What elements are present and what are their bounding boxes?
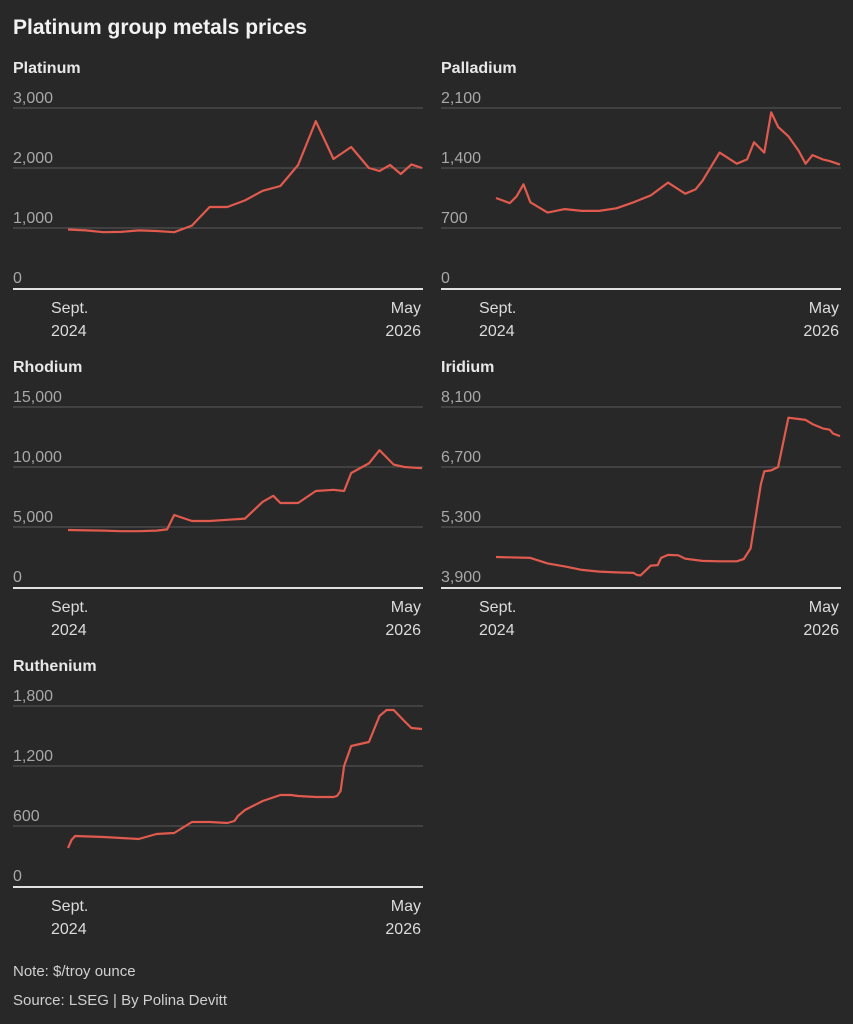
x-tick-end-year: 2026: [385, 921, 421, 938]
y-tick-label: 0: [13, 868, 22, 885]
chart-panel-iridium: Iridium 3,900 5,300 6,700 8,100 Sept. 2024 May…: [441, 359, 851, 649]
x-tick-start-year: 2024: [479, 622, 515, 639]
chart-panel-palladium: Palladium 0 700 1,400 2,100 Sept. 2024 May 2026: [441, 60, 851, 350]
y-tick-label: 0: [441, 270, 450, 287]
x-tick-start-month: Sept.: [51, 599, 88, 616]
y-tick-label: 1,200: [13, 748, 53, 765]
chart-title-rhodium: Rhodium: [13, 359, 83, 376]
chart-rhodium: 0 5,000 10,000 15,000 Sept. 2024 May 2026: [13, 389, 423, 639]
x-tick-end-year: 2026: [385, 323, 421, 340]
chart-panel-rhodium: Rhodium 0 5,000 10,000 15,000 Sept. 2024 May 20…: [13, 359, 423, 649]
x-tick-end-month: May: [809, 599, 839, 616]
x-tick-start-month: Sept.: [51, 898, 88, 915]
series-line-iridium: [495, 416, 841, 577]
y-tick-label: 1,800: [13, 688, 53, 705]
chart-title-palladium: Palladium: [441, 60, 517, 77]
series-line-palladium: [495, 111, 841, 214]
series-line-rhodium: [67, 449, 423, 533]
x-tick-start-year: 2024: [479, 323, 515, 340]
y-tick-label: 2,100: [441, 90, 481, 107]
y-tick-label: 6,700: [441, 449, 481, 466]
chart-iridium: 3,900 5,300 6,700 8,100 Sept. 2024 May 2026: [441, 389, 841, 639]
x-tick-end-month: May: [391, 300, 421, 317]
y-tick-label: 3,000: [13, 90, 53, 107]
y-tick-label: 1,400: [441, 150, 481, 167]
y-tick-label: 0: [13, 569, 22, 586]
y-tick-label: 1,000: [13, 210, 53, 227]
chart-title-platinum: Platinum: [13, 60, 81, 77]
page-title: Platinum group metals prices: [13, 16, 308, 39]
x-tick-start-year: 2024: [51, 622, 87, 639]
x-tick-end-year: 2026: [803, 622, 839, 639]
x-tick-start-month: Sept.: [479, 300, 516, 317]
x-tick-start-year: 2024: [51, 323, 87, 340]
series-line-platinum: [67, 120, 423, 234]
source-credit: Source: LSEG | By Polina Devitt: [13, 992, 227, 1009]
y-tick-label: 700: [441, 210, 468, 227]
x-tick-end-month: May: [391, 599, 421, 616]
y-tick-label: 8,100: [441, 389, 481, 406]
y-tick-label: 5,300: [441, 509, 481, 526]
y-tick-label: 3,900: [441, 569, 481, 586]
y-tick-label: 5,000: [13, 509, 53, 526]
x-tick-start-month: Sept.: [51, 300, 88, 317]
chart-ruthenium: 0 600 1,200 1,800 Sept. 2024 May 2026: [13, 688, 423, 938]
x-tick-end-month: May: [391, 898, 421, 915]
chart-panel-platinum: Platinum 0 1,000 2,000 3,000 Sept. 2024 May 202…: [13, 60, 423, 350]
y-tick-label: 0: [13, 270, 22, 287]
y-tick-label: 10,000: [13, 449, 62, 466]
x-tick-end-year: 2026: [385, 622, 421, 639]
chart-title-iridium: Iridium: [441, 359, 495, 376]
chart-palladium: 0 700 1,400 2,100 Sept. 2024 May 2026: [441, 90, 841, 340]
chart-platinum: 0 1,000 2,000 3,000 Sept. 2024 May 2026: [13, 90, 423, 340]
units-note: Note: $/troy ounce: [13, 963, 136, 980]
x-tick-end-month: May: [809, 300, 839, 317]
chart-title-ruthenium: Ruthenium: [13, 658, 97, 675]
x-tick-start-year: 2024: [51, 921, 87, 938]
y-tick-label: 2,000: [13, 150, 53, 167]
y-tick-label: 600: [13, 808, 40, 825]
series-line-ruthenium: [66, 708, 423, 849]
y-tick-label: 15,000: [13, 389, 62, 406]
x-tick-end-year: 2026: [803, 323, 839, 340]
chart-panel-ruthenium: Ruthenium 0 600 1,200 1,800 Sept. 2024 May 2026: [13, 658, 423, 948]
x-tick-start-month: Sept.: [479, 599, 516, 616]
